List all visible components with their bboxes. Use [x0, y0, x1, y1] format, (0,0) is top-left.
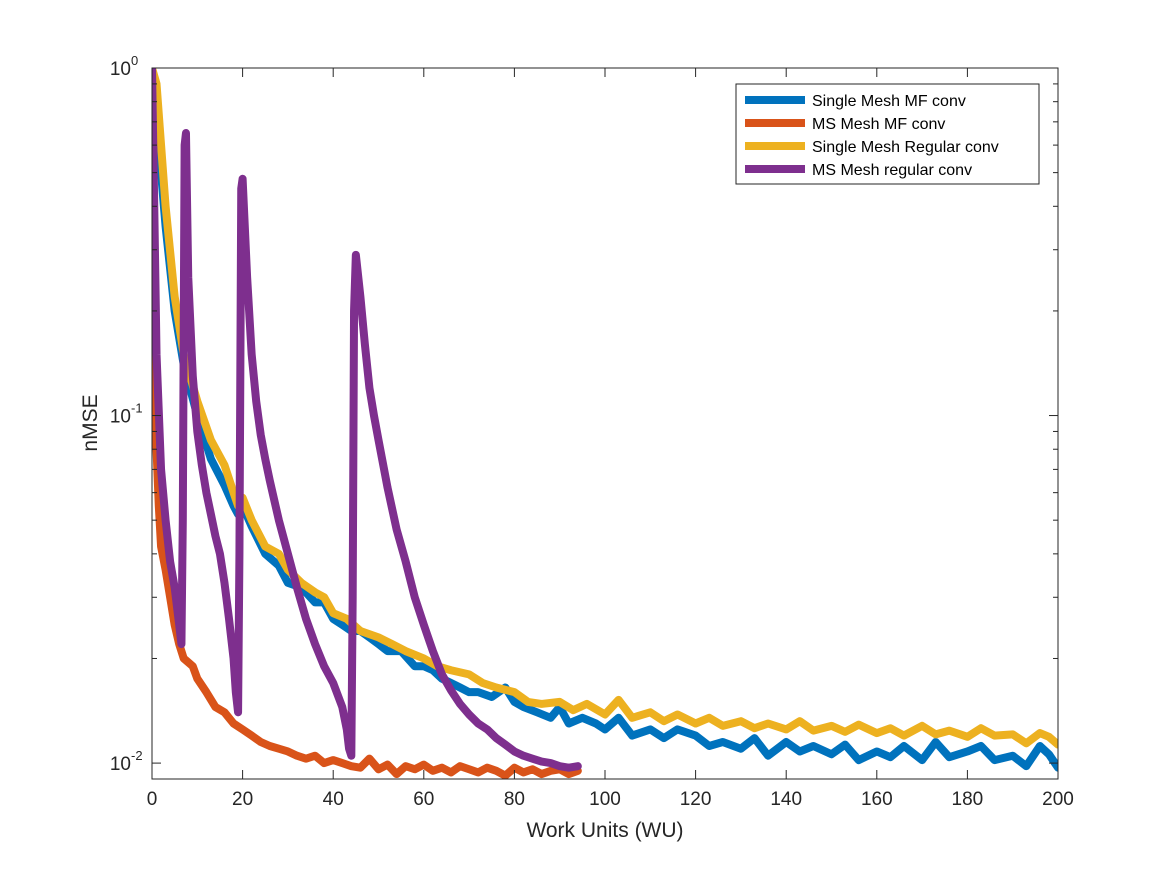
series-line-4: [152, 68, 582, 772]
x-tick-label: 100: [589, 789, 621, 810]
x-tick-label: 140: [770, 789, 802, 810]
legend-label-3: Single Mesh Regular conv: [812, 139, 999, 156]
x-axis-label: Work Units (WU): [526, 819, 683, 842]
legend-label-2: MS Mesh MF conv: [812, 116, 945, 133]
y-tick-exponent: -1: [131, 401, 143, 416]
x-tick-label: 160: [861, 789, 893, 810]
y-tick-label: 10: [110, 407, 131, 428]
x-tick-label: 180: [952, 789, 984, 810]
y-axis-label: nMSE: [79, 394, 102, 451]
legend: Single Mesh MF conv MS Mesh MF conv Single…: [735, 83, 1040, 185]
x-tick-label: 20: [232, 789, 253, 810]
x-tick-label: 120: [680, 789, 712, 810]
series-line-3: [152, 68, 1058, 749]
y-tick-exponent: -2: [131, 748, 143, 763]
y-tick-label: 10: [110, 754, 131, 775]
x-tick-label: 60: [413, 789, 434, 810]
y-tick-exponent: 0: [131, 53, 138, 68]
legend-label-1: Single Mesh MF conv: [812, 93, 966, 110]
x-tick-label: 200: [1042, 789, 1074, 810]
legend-label-4: MS Mesh regular conv: [812, 162, 972, 179]
series-line-2: [152, 322, 582, 779]
x-tick-label: 80: [504, 789, 525, 810]
x-tick-label: 40: [323, 789, 344, 810]
series-layer: [152, 68, 1058, 779]
x-tick-label: 0: [147, 789, 158, 810]
y-tick-label: 10: [110, 59, 131, 80]
